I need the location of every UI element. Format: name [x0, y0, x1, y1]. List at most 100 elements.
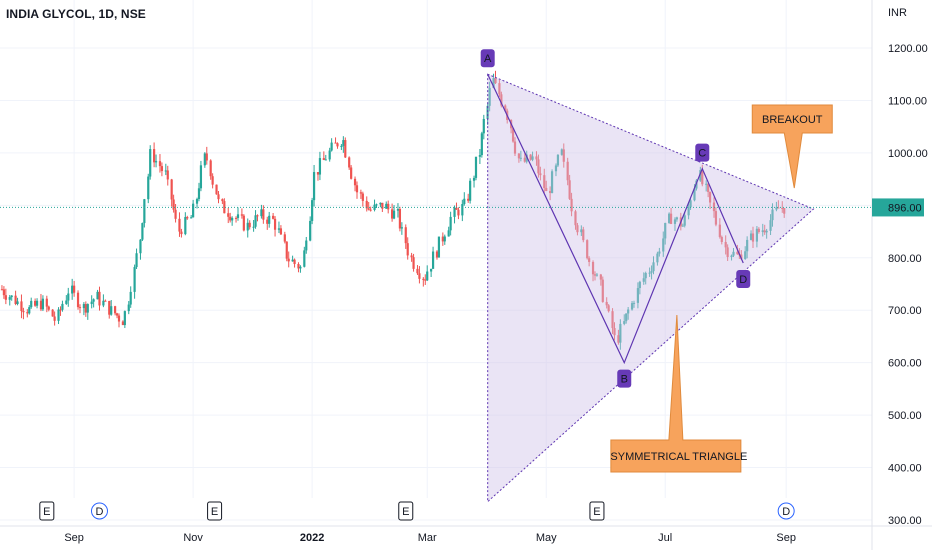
candle — [720, 236, 723, 242]
event-label: E — [43, 506, 50, 518]
earnings-icon[interactable] — [398, 501, 414, 521]
candle — [392, 210, 396, 219]
candle — [28, 307, 31, 314]
candle — [740, 254, 743, 260]
candle — [398, 208, 402, 229]
earnings-icon[interactable] — [207, 501, 223, 521]
candle — [467, 198, 470, 201]
candle — [53, 316, 56, 321]
candle — [566, 161, 569, 181]
candle — [781, 207, 784, 209]
candle — [61, 303, 64, 310]
candle — [234, 217, 238, 219]
y-tick-label: 500.00 — [888, 410, 922, 422]
y-tick-label: 1000.00 — [888, 148, 928, 160]
candle — [344, 140, 347, 158]
candle — [110, 306, 113, 315]
candle — [400, 227, 403, 229]
dividend-icon[interactable] — [90, 502, 108, 520]
candle — [26, 312, 29, 314]
candle — [184, 217, 187, 235]
candle — [379, 202, 382, 205]
candle — [242, 215, 245, 231]
candle — [172, 199, 175, 210]
candle — [736, 251, 739, 255]
candle — [656, 253, 659, 263]
candle — [170, 179, 173, 200]
candle — [260, 209, 263, 217]
candle — [334, 142, 337, 144]
candle — [221, 199, 224, 202]
dividend-icon[interactable] — [777, 502, 795, 520]
candle — [192, 203, 195, 218]
candle — [305, 240, 308, 251]
candle — [328, 150, 331, 160]
candle — [236, 214, 240, 218]
candle — [385, 203, 388, 209]
candle — [246, 222, 249, 231]
candle — [135, 253, 138, 268]
candle — [517, 153, 521, 159]
candle — [430, 268, 433, 272]
chart-title: INDIA GLYCOL, 1D, NSE — [6, 7, 146, 21]
candle — [2, 289, 6, 296]
candle — [90, 301, 93, 305]
candle — [652, 262, 655, 272]
candle — [568, 180, 571, 199]
candle — [441, 236, 444, 242]
y-tick-label: 600.00 — [888, 358, 922, 370]
candle — [10, 295, 13, 298]
candle — [355, 185, 359, 193]
candle — [324, 159, 327, 161]
event-label: E — [593, 506, 600, 518]
candle — [638, 281, 641, 289]
candle — [588, 258, 591, 262]
candle — [4, 295, 7, 300]
candle — [133, 267, 136, 292]
candle — [607, 305, 610, 312]
triangle-callout — [610, 314, 742, 473]
y-tick-label: 1100.00 — [888, 95, 927, 107]
earnings-icon[interactable] — [589, 501, 605, 521]
candle — [531, 156, 534, 160]
candle — [117, 315, 121, 322]
candle — [625, 313, 628, 322]
candle — [322, 158, 325, 160]
event-label: D — [96, 506, 104, 518]
candle — [336, 143, 339, 147]
candle — [30, 300, 33, 308]
candle — [231, 217, 234, 221]
candle — [318, 158, 322, 175]
candle — [404, 227, 407, 244]
breakout-callout — [751, 104, 833, 189]
candle — [549, 191, 552, 193]
candle — [500, 94, 503, 106]
candle — [724, 241, 727, 248]
y-tick-label: 1200.00 — [888, 43, 928, 55]
earnings-icon[interactable] — [39, 501, 55, 521]
candle — [84, 304, 87, 313]
candle — [642, 278, 645, 282]
candle — [535, 156, 538, 160]
candle — [455, 207, 458, 210]
candle — [755, 228, 759, 242]
candle — [771, 209, 774, 221]
candle — [98, 291, 101, 306]
point-label-text: B — [621, 374, 628, 386]
candle — [92, 299, 95, 302]
candle — [143, 199, 146, 224]
y-tick-label: 700.00 — [888, 305, 922, 317]
candle — [348, 157, 351, 168]
candle — [687, 207, 690, 216]
point-label-B — [617, 369, 632, 388]
candle — [418, 273, 421, 279]
candle — [675, 217, 679, 220]
candle — [746, 239, 749, 252]
candle — [316, 172, 320, 175]
candle — [469, 180, 472, 201]
candle — [529, 154, 532, 160]
candle — [435, 251, 439, 258]
candle — [223, 201, 226, 214]
candle — [550, 171, 554, 193]
